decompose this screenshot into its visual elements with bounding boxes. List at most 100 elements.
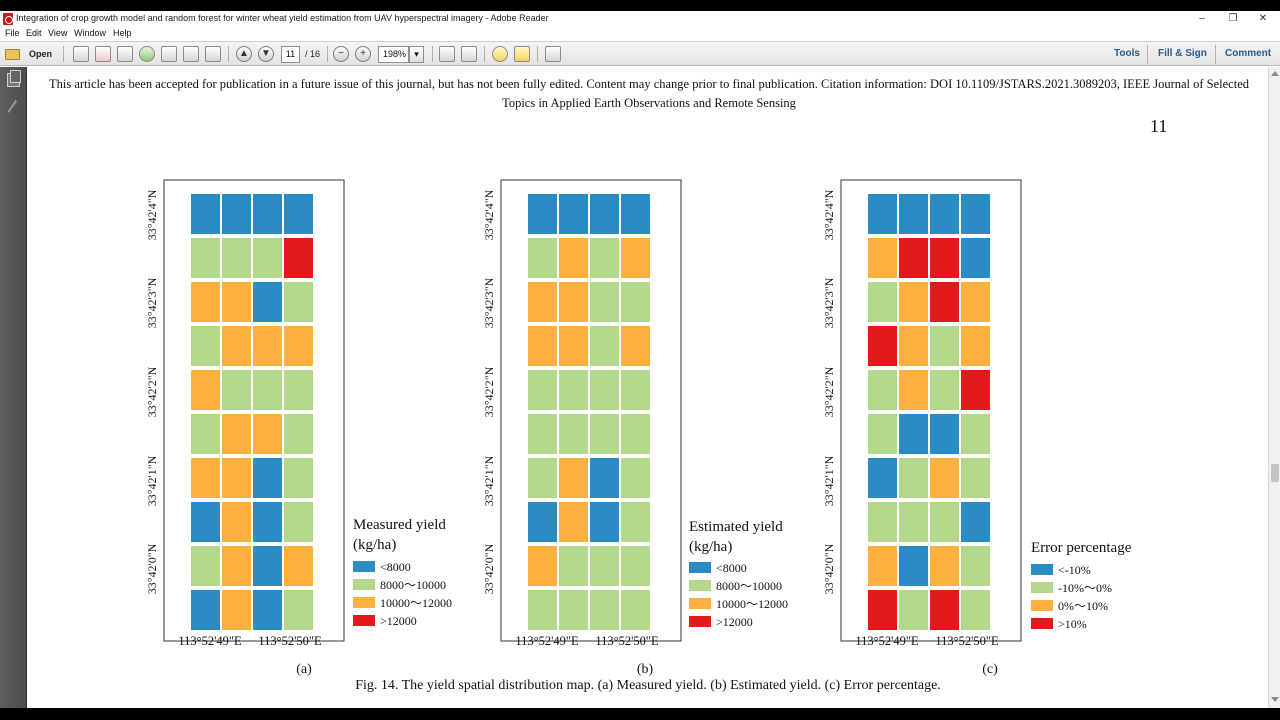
legend-label: 10000～12000 <box>380 596 452 610</box>
zoom-out-button[interactable]: − <box>333 46 349 62</box>
fit-page-icon[interactable] <box>439 46 455 62</box>
plot-cell <box>961 370 990 410</box>
publication-notice: This article has been accepted for publi… <box>49 77 1249 110</box>
legend-swatch <box>353 579 375 590</box>
plot-cell <box>961 546 990 586</box>
minimize-button[interactable]: – <box>1199 13 1205 24</box>
comment-note-icon[interactable] <box>492 46 508 62</box>
plot-cell <box>222 370 251 410</box>
zoom-in-button[interactable]: + <box>355 46 371 62</box>
plot-cell <box>590 458 619 498</box>
top-edge <box>0 0 1280 11</box>
zoom-level-input[interactable]: 198% <box>378 46 409 63</box>
tools-button[interactable]: Tools <box>1114 48 1140 59</box>
plot-cell <box>559 238 588 278</box>
plot-cell <box>284 590 313 630</box>
folder-icon <box>5 49 20 60</box>
plot-cell <box>222 502 251 542</box>
x-tick-label: 113°52'49"E <box>855 634 919 648</box>
toolbar-separator <box>63 46 64 62</box>
highlight-icon[interactable] <box>514 46 530 62</box>
document-viewport[interactable]: This article has been accepted for publi… <box>28 67 1268 708</box>
menu-file[interactable]: File <box>5 28 20 38</box>
legend-swatch <box>689 562 711 573</box>
plot-cell <box>868 282 897 322</box>
email-icon[interactable] <box>205 46 221 62</box>
share-cloud-icon[interactable] <box>139 46 155 62</box>
plot-cell <box>559 282 588 322</box>
menu-help[interactable]: Help <box>113 28 132 38</box>
plot-cell <box>284 414 313 454</box>
toolbar: Open ▲ ▼ 11 / 16 − + 198% ▾ Tools Fill &… <box>0 41 1280 66</box>
plot-cell <box>191 282 220 322</box>
save-icon[interactable] <box>161 46 177 62</box>
fill-sign-button[interactable]: Fill & Sign <box>1158 48 1207 59</box>
vertical-scrollbar[interactable] <box>1268 67 1280 708</box>
scroll-down-arrow-icon[interactable] <box>1271 697 1279 702</box>
plot-cell <box>253 546 282 586</box>
print-icon[interactable] <box>183 46 199 62</box>
menu-edit[interactable]: Edit <box>26 28 42 38</box>
plot-cell <box>222 414 251 454</box>
plot-cell <box>961 326 990 366</box>
plot-cell <box>253 238 282 278</box>
next-page-button[interactable]: ▼ <box>258 46 274 62</box>
menu-window[interactable]: Window <box>74 28 107 38</box>
bottom-edge <box>0 708 1280 720</box>
menu-view[interactable]: View <box>48 28 68 38</box>
plot-cell <box>222 590 251 630</box>
plot-cell <box>253 414 282 454</box>
plot-cell <box>590 502 619 542</box>
plot-cell <box>528 238 557 278</box>
plot-cell <box>621 370 650 410</box>
plot-cell <box>621 238 650 278</box>
menu-bar: File Edit View Window Help <box>0 27 1280 41</box>
plot-cell <box>868 370 897 410</box>
plot-cell <box>961 194 990 234</box>
expand-icon[interactable] <box>545 46 561 62</box>
toolbar-separator <box>1147 45 1148 64</box>
legend-label: <8000 <box>380 560 411 574</box>
previous-page-button[interactable]: ▲ <box>236 46 252 62</box>
plot-cell <box>284 546 313 586</box>
plot-cell <box>868 502 897 542</box>
comment-button[interactable]: Comment <box>1225 48 1272 59</box>
close-button[interactable]: ✕ <box>1258 13 1268 24</box>
legend-swatch <box>353 615 375 626</box>
export-pdf-icon[interactable] <box>95 46 111 62</box>
title-bar: Integration of crop growth model and ran… <box>0 11 1280 27</box>
plot-cell <box>621 326 650 366</box>
plot-cell <box>253 282 282 322</box>
scroll-thumb[interactable] <box>1271 464 1279 482</box>
x-tick-label: 113°52'49"E <box>515 634 579 648</box>
toolbar-separator <box>432 46 433 62</box>
plot-cell <box>930 326 959 366</box>
page-number-input[interactable]: 11 <box>281 46 300 63</box>
legend-swatch <box>353 597 375 608</box>
full-screen-icon[interactable] <box>461 46 477 62</box>
attachments-icon[interactable] <box>7 100 19 114</box>
restore-button[interactable]: ❐ <box>1228 13 1238 24</box>
plot-cell <box>528 546 557 586</box>
y-tick-label: 33°42'1"N <box>822 455 836 506</box>
scroll-up-arrow-icon[interactable] <box>1271 71 1279 76</box>
legend-label: >12000 <box>380 614 417 628</box>
plot-cell <box>222 238 251 278</box>
y-tick-label: 33°42'4"N <box>482 189 496 240</box>
window-title: Integration of crop growth model and ran… <box>16 13 549 23</box>
page-thumbnails-icon[interactable] <box>7 70 21 87</box>
edit-pdf-icon[interactable] <box>117 46 133 62</box>
plot-cell <box>868 458 897 498</box>
legend-label: <8000 <box>716 561 747 575</box>
y-tick-label: 33°42'3"N <box>145 277 159 328</box>
plot-cell <box>191 194 220 234</box>
y-tick-label: 33°42'4"N <box>145 189 159 240</box>
plot-cell <box>868 238 897 278</box>
plot-cell <box>868 546 897 586</box>
plot-cell <box>930 282 959 322</box>
zoom-dropdown-chevron-icon[interactable]: ▾ <box>409 46 424 63</box>
create-pdf-icon[interactable] <box>73 46 89 62</box>
plot-cell <box>284 238 313 278</box>
adobe-reader-icon <box>3 13 13 25</box>
